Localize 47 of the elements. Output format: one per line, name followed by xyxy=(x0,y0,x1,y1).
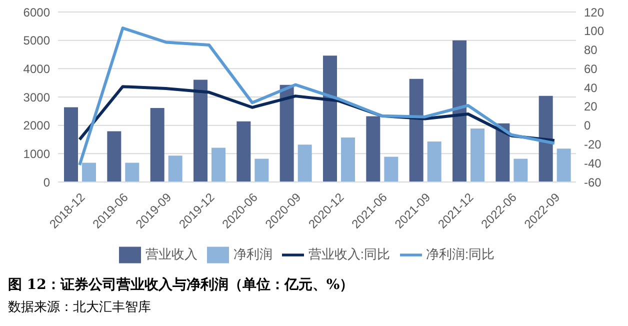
legend-label: 净利润:同比 xyxy=(426,246,495,262)
y2-tick-label: -20 xyxy=(584,137,602,152)
legend-label: 营业收入:同比 xyxy=(308,246,390,262)
line-series xyxy=(78,26,556,166)
bar xyxy=(556,148,571,182)
bar xyxy=(236,121,251,182)
y2-tick-label: -60 xyxy=(584,175,602,190)
bar xyxy=(538,96,553,182)
bar xyxy=(427,141,442,182)
y-tick-label: 2000 xyxy=(23,118,50,133)
y2-tick-label: 0 xyxy=(584,118,591,133)
bar xyxy=(150,108,164,182)
bar xyxy=(254,158,269,182)
y2-tick-label: 40 xyxy=(584,80,598,95)
y-tick-label: 1000 xyxy=(23,146,50,161)
source-note: 数据来源：北大汇丰智库 xyxy=(8,299,152,316)
bar xyxy=(514,158,528,182)
bar xyxy=(64,107,78,182)
bar xyxy=(470,128,484,182)
text: 图 12：证券公司营业收入与净利润（单位：亿元、%） xyxy=(8,276,355,294)
bar xyxy=(323,56,337,182)
bar xyxy=(168,156,182,182)
bar xyxy=(384,156,398,182)
y2-tick-label: 80 xyxy=(584,43,598,58)
bar xyxy=(452,40,466,182)
bar xyxy=(194,80,208,182)
y2-tick-label: 100 xyxy=(584,24,604,38)
y2-tick-label: 120 xyxy=(584,5,604,20)
bar xyxy=(212,148,226,182)
bar xyxy=(341,138,355,182)
y2-tick-label: -40 xyxy=(584,156,602,170)
legend-label: 营业收入 xyxy=(145,246,198,262)
bar xyxy=(409,78,424,182)
bar xyxy=(82,162,96,182)
y2-tick-label: 20 xyxy=(584,100,598,114)
y-tick-label: 3000 xyxy=(23,90,50,104)
bar xyxy=(280,84,294,182)
y2-tick-label: 60 xyxy=(584,62,598,76)
y-tick-label: 0 xyxy=(43,175,50,190)
y-tick-label: 6000 xyxy=(23,5,50,20)
y-tick-label: 5000 xyxy=(23,34,50,48)
y-tick-label: 4000 xyxy=(23,62,50,76)
bar xyxy=(125,162,140,182)
bar xyxy=(298,144,312,182)
legend-label: 净利润 xyxy=(233,246,272,262)
bar xyxy=(366,116,380,182)
bar xyxy=(107,131,122,182)
